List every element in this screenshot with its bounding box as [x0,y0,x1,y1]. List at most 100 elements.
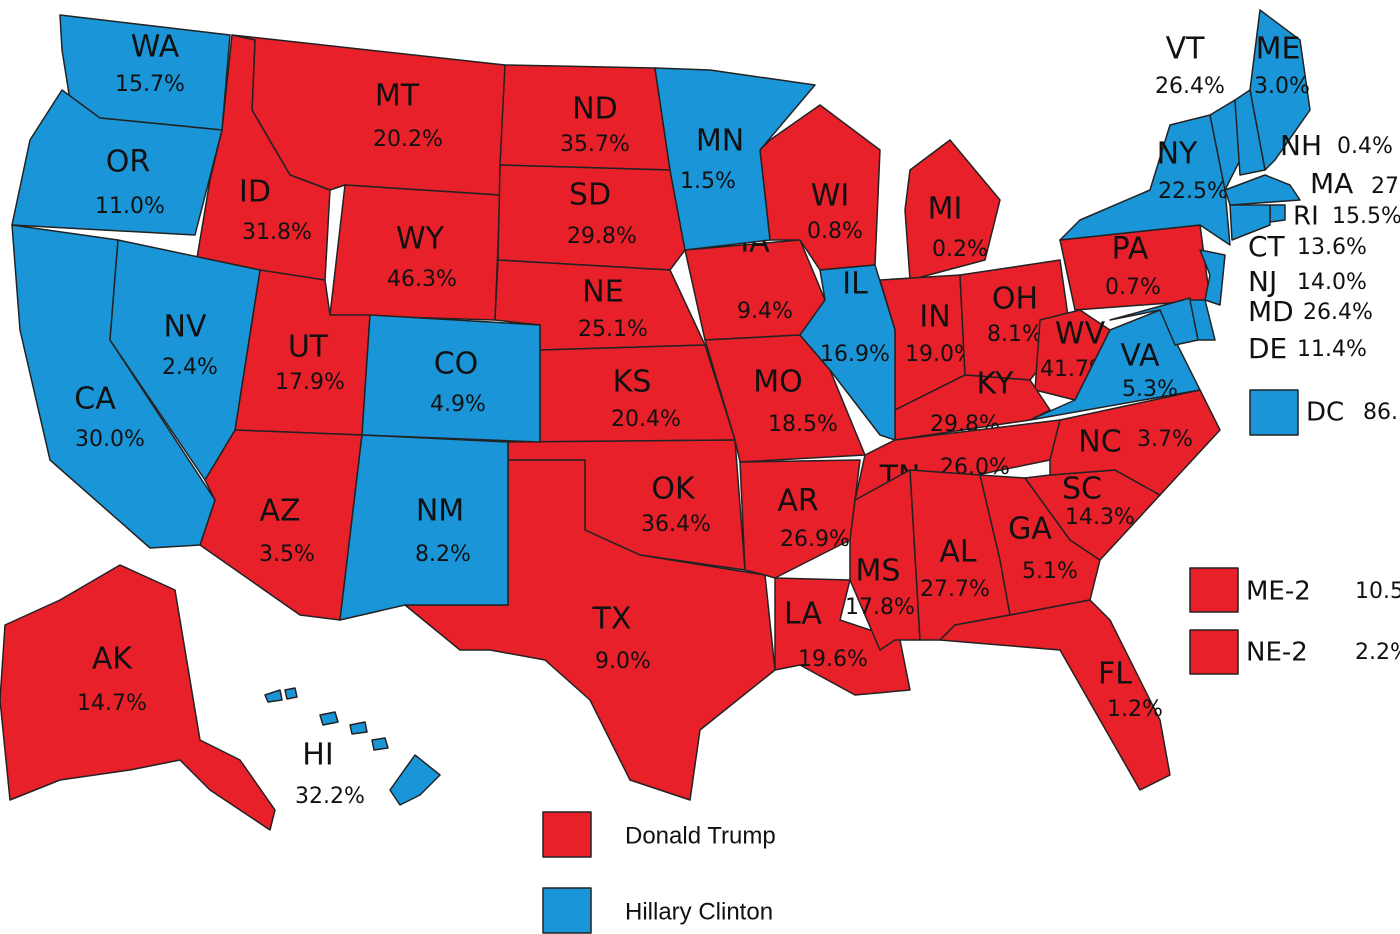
state-abbr: ME-2 [1246,577,1311,607]
state-abbr: ID [239,175,271,210]
state-abbr: WY [396,222,445,257]
state-abbr: OK [651,472,696,507]
state-margin: 26.4% [1303,300,1373,325]
state-abbr: MO [753,365,803,400]
island [284,687,298,700]
state [739,459,861,579]
state-margin: 31.8% [242,220,312,245]
state-abbr: MD [1248,295,1294,328]
state-margin: 0.7% [1105,275,1161,300]
state-abbr: MS [856,554,901,589]
state [1029,309,1201,421]
state-margin: 14.0% [1297,270,1367,295]
state-margin: 9.0% [595,649,651,674]
state-margin: 36.4% [641,512,711,537]
state [11,89,223,236]
state [1189,299,1216,341]
state-margin: 9.4% [737,299,793,324]
state-margin: 2.2% [1355,640,1400,665]
state-abbr: NC [1078,425,1121,460]
state-margin: 26.9% [780,527,850,552]
legend-swatch [542,887,592,934]
state [109,239,261,481]
state-margin: 4.9% [430,392,486,417]
state-margin: 26.4% [1155,74,1225,99]
island [371,737,389,751]
state-abbr: MI [928,192,963,227]
state-margin: 11.4% [1297,337,1367,362]
state [654,67,816,251]
state-margin: 5.3% [1122,377,1178,402]
state-margin: 86. [1363,400,1398,425]
state-margin: 1.5% [680,169,736,194]
state-margin: 19.6% [798,647,868,672]
island [264,689,283,703]
state-abbr: HI [302,738,333,773]
state-abbr: NV [164,310,207,345]
state [1229,204,1271,241]
state-abbr: NJ [1248,265,1277,298]
state-abbr: WI [811,179,850,214]
state [1249,389,1299,436]
state-margin: 15.5% [1332,204,1400,229]
state [1189,629,1239,675]
state-abbr: OH [992,282,1038,317]
state [1049,389,1221,496]
state [1109,297,1199,346]
state-abbr: KY [977,367,1015,402]
state-margin: 0.4% [1337,134,1393,159]
state-abbr: SD [569,178,611,213]
state-abbr: AK [92,642,134,677]
state-margin: 0.2% [932,237,988,262]
state-abbr: FL [1098,657,1132,692]
island [349,721,368,735]
state-abbr: IL [842,267,868,302]
state-margin: 10.5% [1355,579,1400,604]
state [389,754,441,806]
state [361,314,541,443]
state-abbr: NH [1280,129,1322,162]
state [404,459,776,801]
state-abbr: MN [696,124,744,159]
state-abbr: GA [1008,512,1052,547]
state [939,599,1171,791]
state-margin: 17.8% [845,595,915,620]
state-abbr: CT [1248,230,1286,263]
state-abbr: MT [375,79,420,114]
state-abbr: CO [434,347,479,382]
state-abbr: PA [1112,232,1149,267]
state-margin: 22.5% [1158,179,1228,204]
state-margin: 3.7% [1137,427,1193,452]
state-abbr: WV [1055,317,1106,352]
state [1269,204,1286,223]
legend-label: Donald Trump [625,822,776,849]
state-margin: 30.0% [75,427,145,452]
state-abbr: KS [613,365,652,400]
state-abbr: ME [1256,32,1301,67]
legend-swatch [542,811,592,858]
state-margin: 18.5% [768,412,838,437]
state-margin: 0.8% [807,219,863,244]
state-abbr: AZ [259,494,300,529]
state-margin: 8.1% [987,322,1043,347]
state-margin: 20.4% [611,407,681,432]
state-margin: 14.3% [1065,505,1135,530]
state-margin: 16.9% [820,342,890,367]
state [0,564,276,831]
state-margin: 29.8% [567,224,637,249]
state-abbr: AR [777,484,818,519]
state-margin: 35.7% [560,132,630,157]
state-margin: 15.7% [115,72,185,97]
state-abbr: UT [288,330,329,365]
state [1224,174,1301,206]
state-abbr: MA [1310,167,1353,200]
state-abbr: CA [74,382,116,417]
state-margin: 8.2% [415,542,471,567]
state-abbr: AL [939,535,977,570]
state-margin: 14.7% [77,691,147,716]
state-margin: 11.0% [95,194,165,219]
island [319,711,339,726]
state-margin: 1.2% [1107,697,1163,722]
state-abbr: NE [582,275,623,310]
state-margin: 46.3% [387,267,457,292]
